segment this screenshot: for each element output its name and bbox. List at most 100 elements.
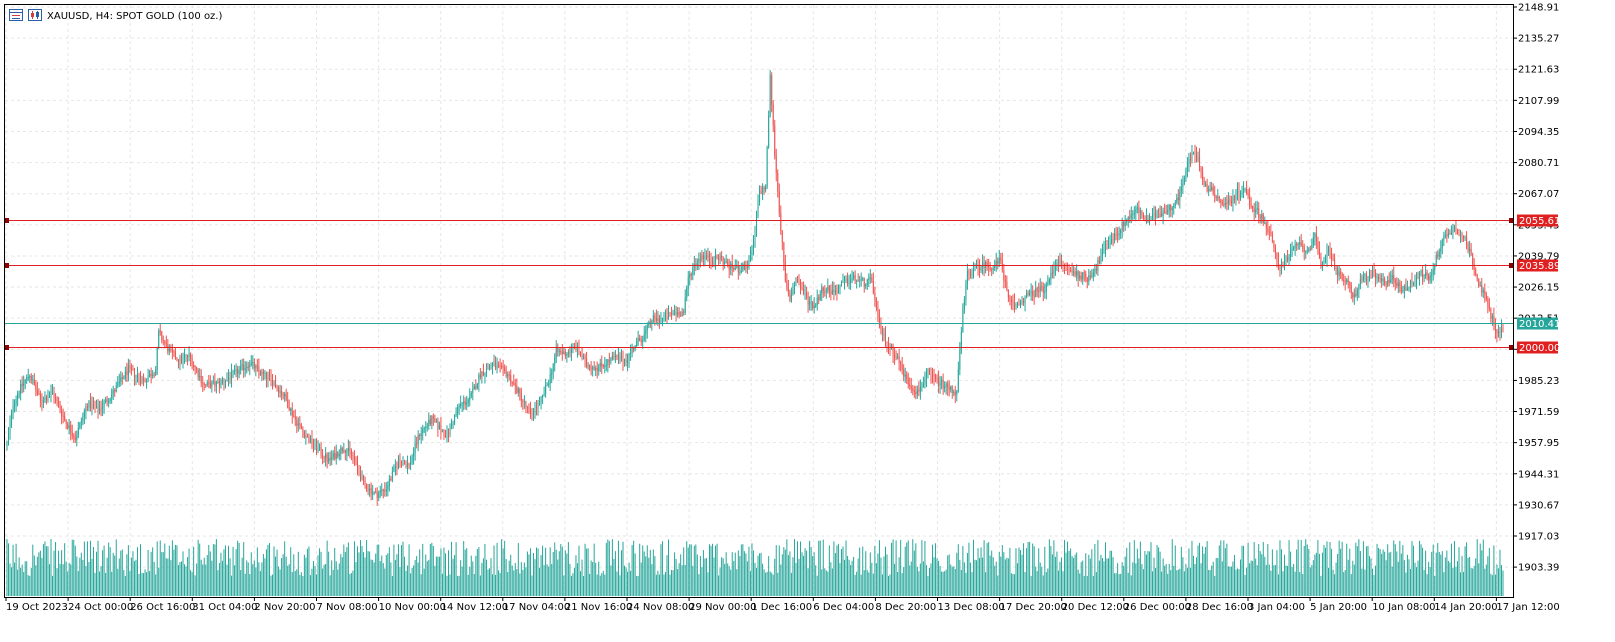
candle[interactable] — [1156, 209, 1158, 219]
candle[interactable] — [109, 397, 111, 405]
candle[interactable] — [537, 400, 539, 416]
candle[interactable] — [900, 360, 902, 372]
candle[interactable] — [478, 372, 480, 392]
candle[interactable] — [765, 184, 767, 193]
candle[interactable] — [1378, 273, 1380, 283]
candle[interactable] — [1400, 280, 1402, 295]
candle[interactable] — [385, 482, 387, 497]
candle[interactable] — [1135, 205, 1137, 222]
candle[interactable] — [587, 362, 589, 370]
candle[interactable] — [1209, 181, 1211, 193]
candle[interactable] — [771, 72, 773, 113]
candle[interactable] — [1109, 234, 1111, 249]
candle[interactable] — [1226, 195, 1228, 211]
candle[interactable] — [1256, 200, 1258, 215]
candle[interactable] — [1232, 189, 1234, 212]
candle[interactable] — [616, 354, 618, 361]
candle[interactable] — [651, 319, 653, 331]
candle[interactable] — [12, 399, 14, 420]
candle[interactable] — [1199, 148, 1201, 172]
candle[interactable] — [8, 427, 10, 446]
candle[interactable] — [784, 254, 786, 283]
candle[interactable] — [27, 368, 29, 382]
candle[interactable] — [953, 389, 955, 397]
candle[interactable] — [1417, 271, 1419, 280]
candle[interactable] — [159, 323, 161, 336]
candle[interactable] — [689, 271, 691, 286]
candle[interactable] — [1147, 214, 1149, 224]
candle[interactable] — [604, 356, 606, 374]
candle[interactable] — [247, 361, 249, 372]
candle[interactable] — [842, 273, 844, 284]
candle[interactable] — [985, 260, 987, 274]
candle[interactable] — [443, 428, 445, 440]
candle[interactable] — [322, 448, 324, 465]
candle[interactable] — [387, 481, 389, 497]
candle[interactable] — [872, 272, 874, 295]
candle[interactable] — [1409, 279, 1411, 293]
candle[interactable] — [932, 367, 934, 384]
candle[interactable] — [82, 412, 84, 426]
candle[interactable] — [1494, 318, 1496, 339]
candle[interactable] — [995, 252, 997, 272]
candle[interactable] — [877, 300, 879, 322]
candle[interactable] — [156, 346, 158, 375]
candle[interactable] — [1202, 166, 1204, 186]
candle[interactable] — [1206, 178, 1208, 193]
candle[interactable] — [681, 307, 683, 317]
candle[interactable] — [344, 449, 346, 461]
candle[interactable] — [1057, 255, 1059, 273]
candle[interactable] — [522, 398, 524, 411]
candle[interactable] — [980, 264, 982, 274]
candle[interactable] — [1083, 269, 1085, 282]
candle[interactable] — [851, 270, 853, 284]
candle[interactable] — [1458, 228, 1460, 237]
candle[interactable] — [228, 369, 230, 387]
candle[interactable] — [716, 254, 718, 260]
candle[interactable] — [268, 369, 270, 381]
candle[interactable] — [1165, 205, 1167, 215]
candle[interactable] — [1203, 176, 1205, 188]
candle[interactable] — [1129, 209, 1131, 223]
candle[interactable] — [146, 378, 148, 389]
candle[interactable] — [816, 289, 818, 311]
candle[interactable] — [1379, 272, 1381, 284]
candle[interactable] — [464, 397, 466, 410]
candle[interactable] — [628, 352, 630, 369]
candle[interactable] — [1303, 243, 1305, 261]
candle[interactable] — [560, 347, 562, 355]
candle[interactable] — [482, 363, 484, 377]
candle[interactable] — [763, 185, 765, 195]
candle[interactable] — [1024, 295, 1026, 312]
candle[interactable] — [1321, 261, 1323, 272]
candle[interactable] — [853, 271, 855, 281]
candle[interactable] — [56, 396, 58, 407]
candle[interactable] — [684, 289, 686, 315]
candle[interactable] — [1238, 182, 1240, 204]
candle[interactable] — [912, 384, 914, 396]
candle[interactable] — [429, 415, 431, 426]
candle[interactable] — [786, 273, 788, 292]
candle[interactable] — [379, 485, 381, 498]
candle[interactable] — [664, 309, 666, 322]
candle[interactable] — [818, 294, 820, 305]
candle[interactable] — [1285, 255, 1287, 266]
candle[interactable] — [1464, 235, 1466, 242]
candle[interactable] — [1168, 203, 1170, 218]
candle[interactable] — [1223, 197, 1225, 208]
candle[interactable] — [1270, 224, 1272, 237]
candle[interactable] — [1212, 183, 1214, 196]
candle[interactable] — [1036, 286, 1038, 298]
candle[interactable] — [992, 265, 994, 275]
candle[interactable] — [613, 351, 615, 361]
candle[interactable] — [1123, 220, 1125, 233]
candle[interactable] — [325, 447, 327, 467]
candle[interactable] — [1064, 263, 1066, 275]
candle[interactable] — [235, 363, 237, 378]
candle[interactable] — [1174, 199, 1176, 209]
candle[interactable] — [1200, 166, 1202, 179]
candle[interactable] — [704, 248, 706, 267]
candle[interactable] — [1431, 268, 1433, 284]
candle[interactable] — [472, 381, 474, 401]
candle[interactable] — [625, 353, 627, 367]
